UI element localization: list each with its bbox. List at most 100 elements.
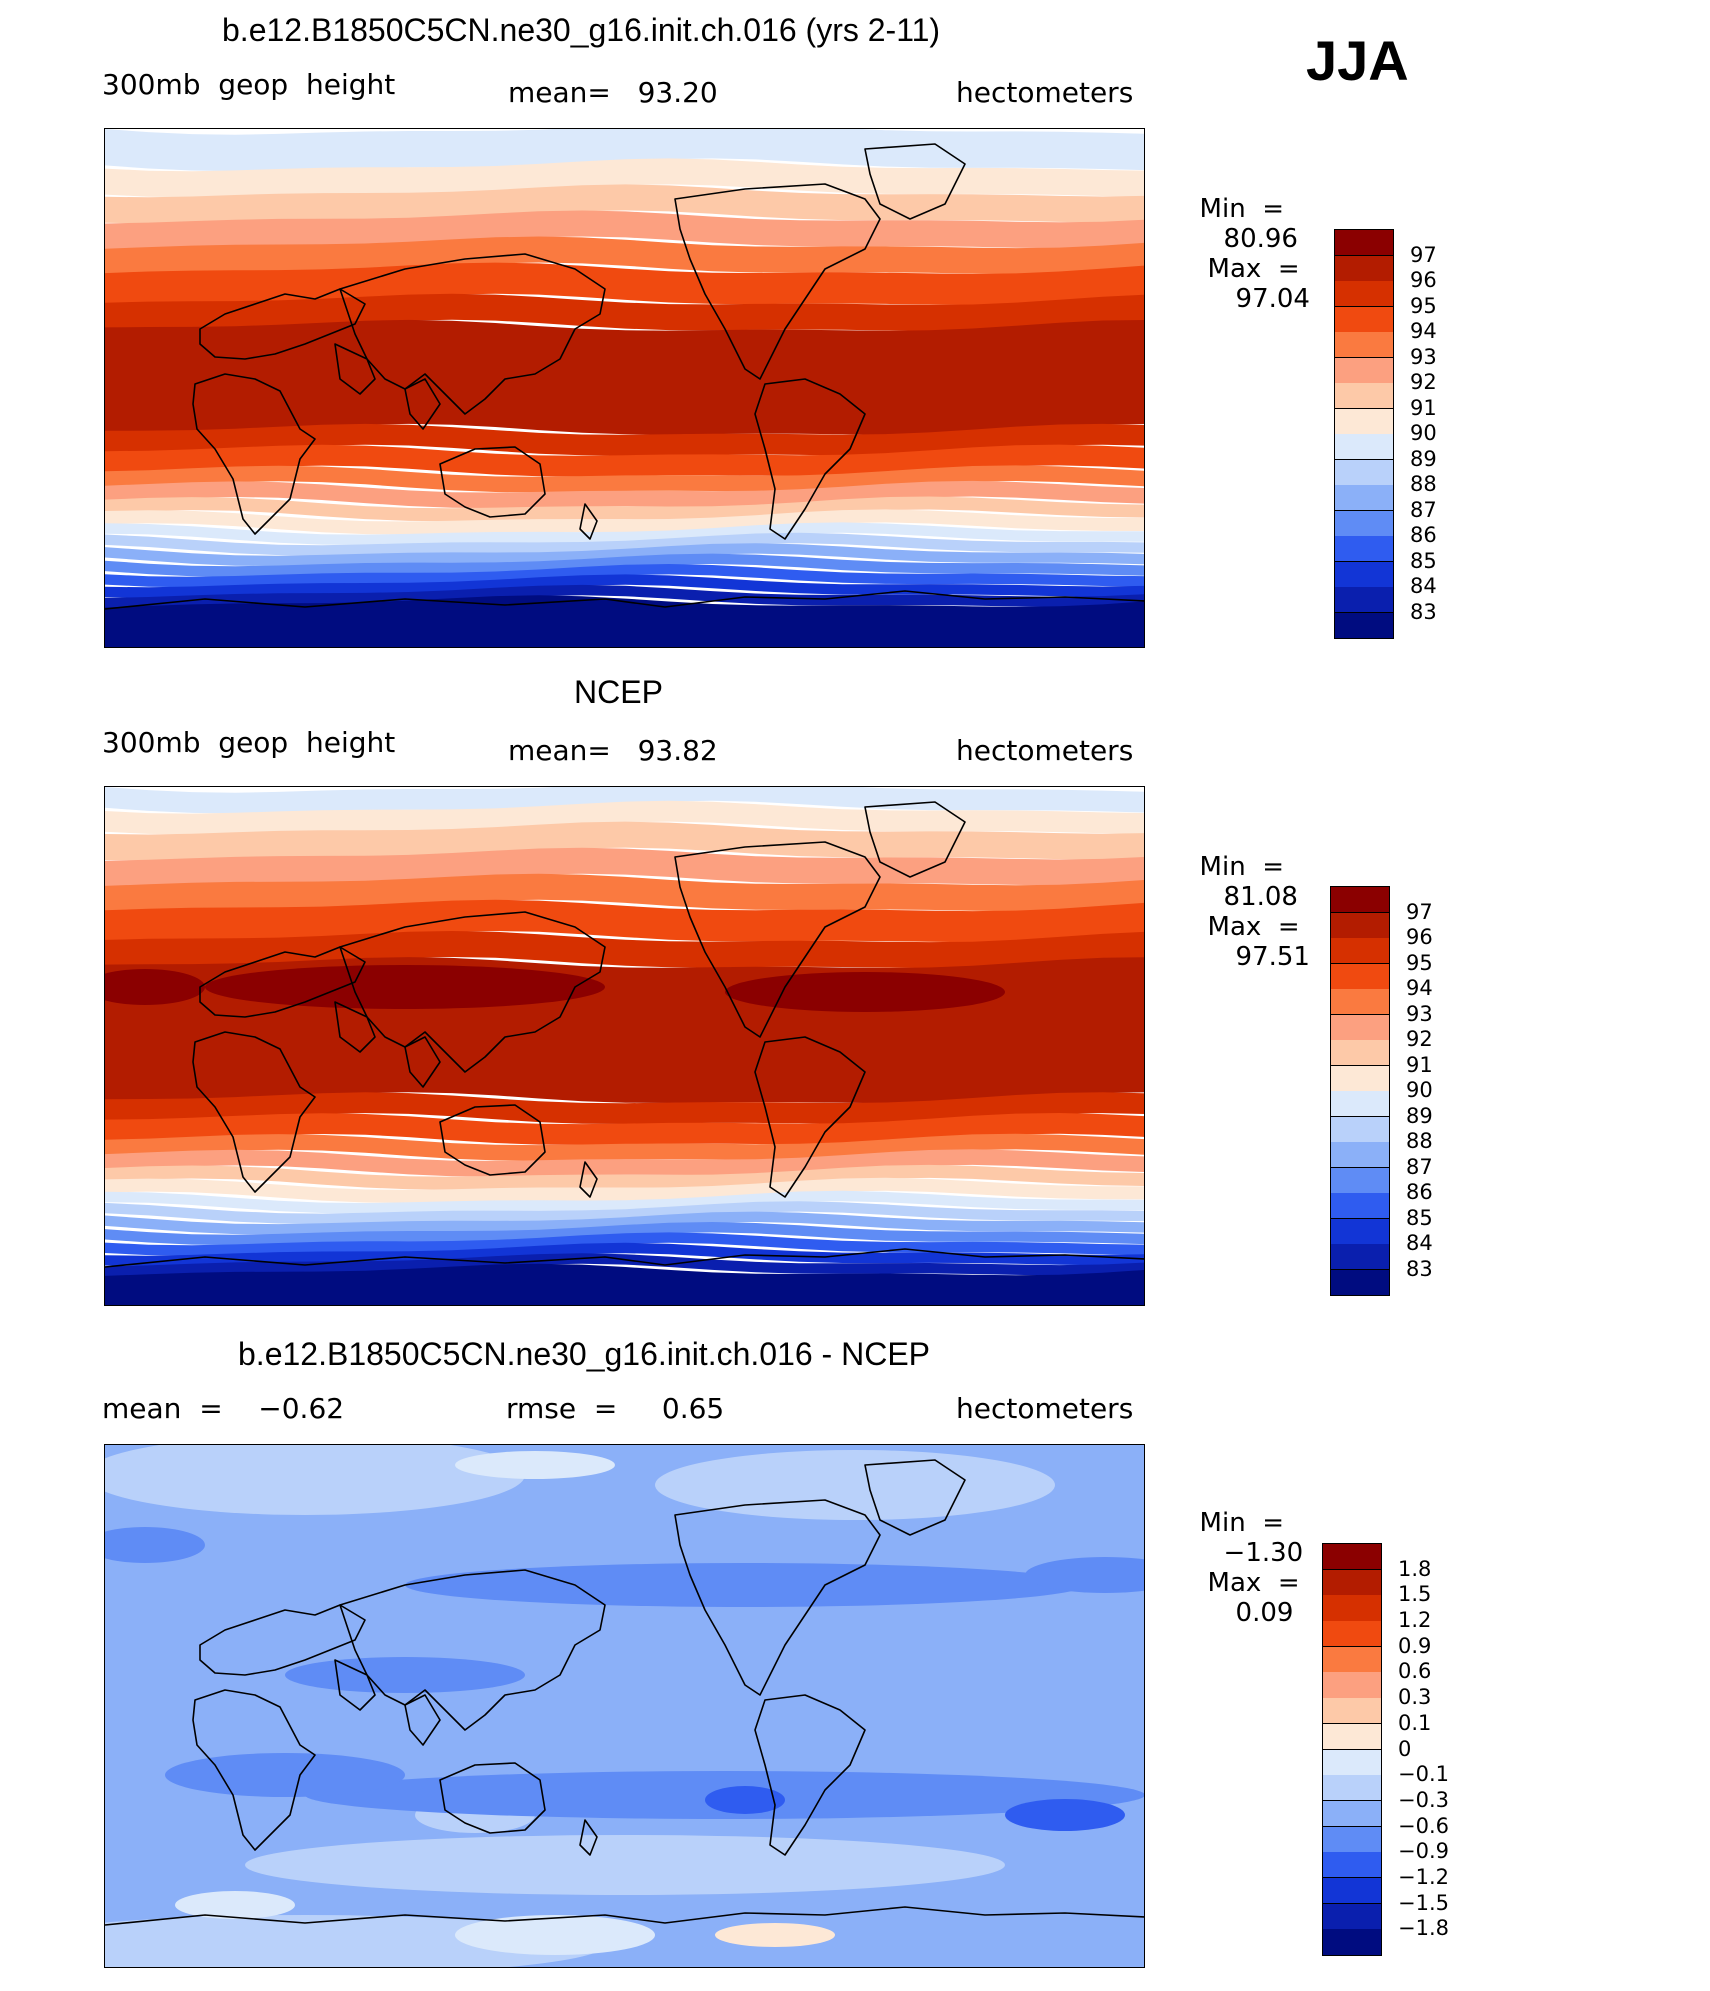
colorbar-swatch (1335, 587, 1393, 613)
contour-blob (1025, 1557, 1144, 1593)
contour-band (105, 821, 1144, 861)
colorbar-swatch (1331, 887, 1389, 913)
colorbar-swatch (1335, 332, 1393, 358)
contour-band (105, 1092, 1144, 1124)
panel-2-units-label: hectometers (956, 734, 1134, 767)
coastline (192, 1031, 316, 1193)
colorbar-swatch (1335, 306, 1393, 333)
panel-2-minmax: Min = 81.08 Max = 97.51 (1183, 822, 1310, 972)
contour-band (105, 847, 1144, 887)
season-label: JJA (1306, 29, 1409, 92)
colorbar-swatch (1331, 1065, 1389, 1092)
colorbar-swatch (1331, 1218, 1389, 1245)
colorbar-swatch (1335, 510, 1393, 537)
panel-3-title: b.e12.B1850C5CN.ne30_g16.init.ch.016 - N… (238, 1336, 930, 1372)
colorbar-swatch (1335, 408, 1393, 435)
colorbar-tick-label: 89 (1410, 446, 1437, 471)
coastline (579, 503, 598, 540)
panel-1-units-label: hectometers (956, 76, 1134, 109)
colorbar-tick-label: −0.1 (1398, 1762, 1449, 1787)
panel-1-colorbar (1334, 229, 1394, 639)
colorbar-tick-label: 83 (1410, 599, 1437, 624)
coastline (754, 1694, 866, 1856)
panel-3-mean-label: mean = −0.62 (102, 1392, 345, 1425)
colorbar-swatch (1331, 1116, 1389, 1143)
colorbar-tick-label: 88 (1406, 1129, 1433, 1153)
colorbar-swatch (1323, 1544, 1381, 1571)
panel-3-max-value: 0.09 (1235, 1598, 1294, 1628)
colorbar-tick-label: 94 (1410, 319, 1437, 343)
coastline (579, 1819, 598, 1856)
colorbar-tick-label: 90 (1406, 1078, 1433, 1102)
colorbar-swatch (1323, 1929, 1381, 1956)
contour-blob (455, 1451, 615, 1479)
colorbar-tick-label: 0.1 (1398, 1710, 1432, 1735)
colorbar-tick-label: 95 (1410, 293, 1437, 318)
panel-3-minmax: Min = −1.30 Max = 0.09 (1183, 1478, 1304, 1628)
colorbar-swatch (1335, 255, 1393, 282)
colorbar-swatch (1335, 357, 1393, 384)
colorbar-tick-label: 87 (1410, 497, 1437, 522)
colorbar-swatch (1323, 1595, 1381, 1622)
coastline (864, 801, 966, 878)
contour-blob (715, 1923, 835, 1947)
contour-band (105, 236, 1144, 275)
colorbar-swatch (1331, 1142, 1389, 1168)
colorbar-swatch (1331, 1091, 1389, 1117)
colorbar-swatch (1335, 434, 1393, 460)
colorbar-tick-label: 96 (1406, 925, 1433, 949)
contour-blob (1005, 1799, 1125, 1831)
contour-band (105, 509, 1144, 535)
colorbar-swatch (1323, 1852, 1381, 1879)
colorbar-swatch (1331, 1244, 1389, 1270)
colorbar-tick-label: 88 (1410, 472, 1437, 496)
colorbar-swatch (1335, 383, 1393, 409)
contour-band (105, 262, 1144, 306)
coastline (339, 253, 606, 415)
colorbar-swatch (1323, 1877, 1381, 1905)
panel-2-map-svg (105, 787, 1144, 1305)
panel-2-mean-label: mean= 93.82 (508, 734, 718, 767)
contour-band (105, 423, 1144, 456)
colorbar-tick-label: 91 (1406, 1052, 1433, 1077)
colorbar-tick-label: 83 (1406, 1256, 1433, 1281)
colorbar-swatch (1323, 1826, 1381, 1853)
coastline (579, 1161, 598, 1198)
colorbar-tick-label: 96 (1410, 268, 1437, 292)
coastline (199, 288, 366, 360)
coastline (754, 378, 866, 540)
contour-blob (655, 1450, 1055, 1520)
panel-2-min-label: Min = (1199, 852, 1284, 882)
maximum-region (105, 969, 205, 1005)
colorbar-tick-label: 97 (1410, 242, 1437, 267)
panel-2-max-value: 97.51 (1235, 942, 1310, 972)
contour-band (105, 787, 1144, 814)
coastline (754, 1036, 866, 1198)
contour-band (105, 480, 1144, 509)
coastline (674, 841, 881, 1038)
colorbar-tick-label: 85 (1410, 548, 1437, 573)
colorbar-tick-label: 86 (1406, 1180, 1433, 1204)
coastline (404, 378, 441, 430)
panel-3-map (104, 1444, 1145, 1968)
colorbar-swatch (1335, 612, 1393, 639)
panel-2-variable-label: 300mb geop height (102, 726, 396, 759)
panel-1-minmax: Min = 80.96 Max = 97.04 (1183, 164, 1310, 314)
panel-1-min-value: 80.96 (1223, 224, 1298, 254)
colorbar-tick-label: 0.3 (1398, 1685, 1432, 1710)
contour-blob (105, 1527, 205, 1563)
contour-band (105, 319, 1144, 435)
contour-blob (165, 1753, 405, 1797)
colorbar-swatch (1323, 1672, 1381, 1699)
panel-1-map-svg (105, 129, 1144, 647)
contour-band (105, 899, 1144, 943)
panel-2-colorbar (1330, 886, 1390, 1296)
colorbar-swatch (1331, 1014, 1389, 1041)
colorbar-swatch (1335, 561, 1393, 588)
colorbar-swatch (1335, 485, 1393, 511)
contour-band (105, 444, 1144, 477)
colorbar-swatch (1331, 1193, 1389, 1219)
contour-blob (245, 1835, 1005, 1895)
colorbar-tick-label: −0.3 (1398, 1787, 1449, 1812)
coastline (334, 1001, 376, 1053)
